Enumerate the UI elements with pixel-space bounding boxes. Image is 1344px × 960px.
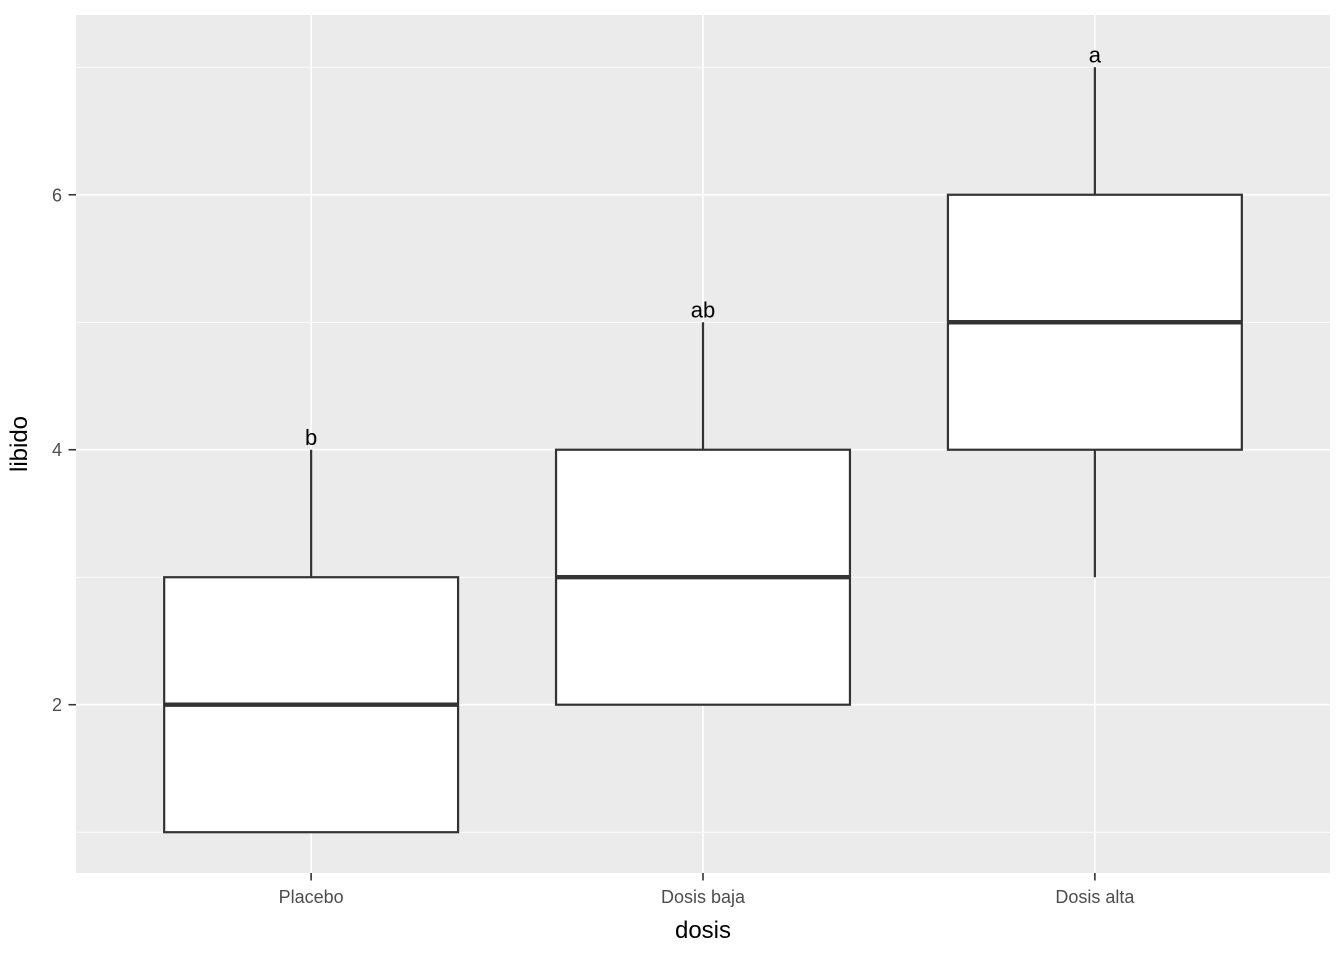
sig-label-dosis-alta: a bbox=[1089, 43, 1102, 68]
sig-label-dosis-baja: ab bbox=[691, 297, 715, 322]
y-axis-title: libido bbox=[6, 416, 33, 472]
x-category-label-placebo: Placebo bbox=[279, 887, 344, 907]
x-category-label-dosis-alta: Dosis alta bbox=[1055, 887, 1135, 907]
y-tick-label-4: 4 bbox=[52, 440, 62, 460]
x-axis-title: dosis bbox=[675, 917, 731, 944]
sig-label-placebo: b bbox=[305, 425, 317, 450]
boxplot-layer: b ab a bbox=[163, 43, 1243, 834]
y-tick-label-6: 6 bbox=[52, 185, 62, 205]
axis-layer: 2 4 6 Placebo Dosis baja Dosis alta bbox=[52, 185, 1135, 907]
y-tick-label-2: 2 bbox=[52, 695, 62, 715]
x-category-label-dosis-baja: Dosis baja bbox=[661, 887, 746, 907]
